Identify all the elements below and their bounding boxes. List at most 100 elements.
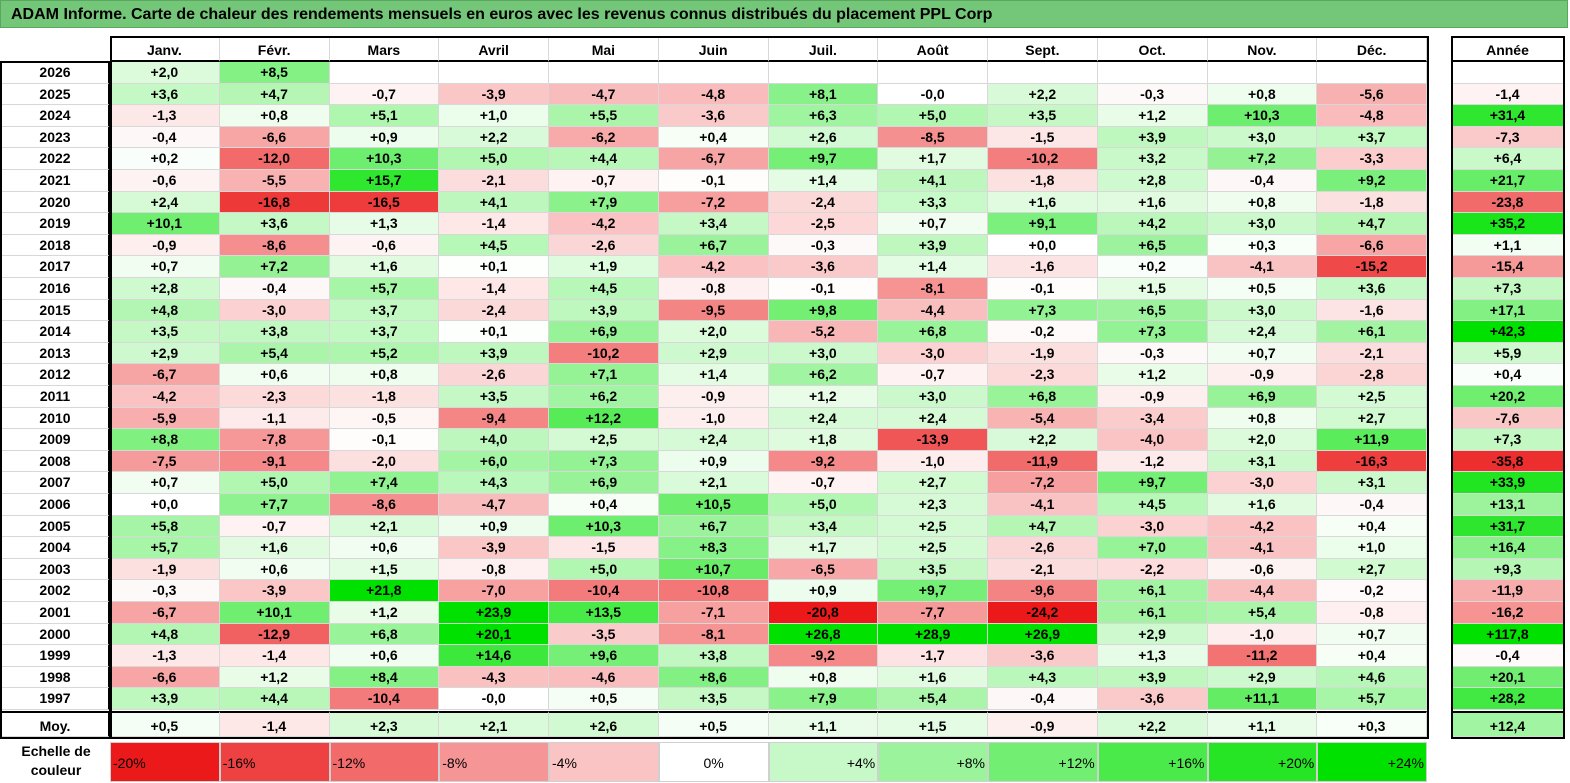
heatmap-cell: -3,0 [878,342,988,365]
heatmap-cell: -0,8 [658,278,769,300]
heatmap-cell: +2,4 [658,429,769,451]
heatmap-cell: +3,0 [878,386,988,408]
heatmap-cell: +2,5 [549,429,659,451]
average-cell: +0,5 [110,711,220,737]
heatmap-cell: +0,6 [219,364,330,386]
annual-cell: +28,2 [1452,688,1564,710]
heatmap-cell: +10,1 [219,602,330,624]
heatmap-cell: +0,6 [219,558,330,581]
heatmap-cell: -5,5 [219,170,330,192]
heatmap-cell: +5,0 [768,494,879,516]
heatmap-cell: +7,2 [1207,148,1318,170]
heatmap-cell: +2,5 [1317,386,1427,408]
heatmap-cell: +1,3 [1097,645,1208,667]
heatmap-cell: -24,2 [988,602,1098,624]
heatmap-cell: +2,2 [988,429,1098,451]
month-header: Févr. [219,38,330,62]
heatmap-cell: +6,1 [1317,321,1427,343]
annual-cell: -7,6 [1452,407,1564,430]
heatmap-cell: +5,4 [219,342,330,365]
heatmap-cell: +4,5 [1097,494,1208,516]
heatmap-cell: +3,4 [658,213,769,235]
heatmap-cell: +3,7 [329,321,440,343]
heatmap-cell: -0,4 [1317,494,1427,516]
heatmap-cell: -0,3 [768,234,879,257]
average-cell: -1,4 [219,711,330,737]
heatmap-cell: -3,0 [1097,515,1208,538]
row-year-label: 2013 [2,342,110,365]
average-cell: +1,1 [768,711,879,737]
heatmap-cell: -0,1 [988,278,1098,300]
color-scale-stop: -16% [219,742,330,782]
heatmap-cell: -1,4 [219,645,330,667]
heatmap-cell: +0,7 [110,256,220,278]
heatmap-cell: +2,7 [1317,558,1427,581]
heatmap-cell: +1,9 [549,256,659,278]
heatmap-cell: -13,9 [878,429,988,451]
heatmap-cell: -2,5 [768,213,879,235]
heatmap-cell: -4,8 [658,83,769,106]
heatmap-cell: +2,5 [878,515,988,538]
heatmap-cell: -4,7 [549,83,659,106]
month-header: Nov. [1207,38,1318,62]
heatmap-cell: +2,9 [1207,666,1318,689]
heatmap-cell: +6,1 [1097,580,1208,602]
heatmap-cell: -2,0 [329,450,440,473]
heatmap-cell: -0,1 [658,170,769,192]
heatmap-cell: +4,5 [439,234,549,257]
heatmap-cell [1207,62,1318,84]
heatmap-cell [549,62,659,84]
heatmap-cell: +11,1 [1207,688,1318,710]
heatmap-cell: +0,5 [1207,278,1318,300]
heatmap-cell: +0,9 [439,515,549,538]
annual-cell: -11,9 [1452,580,1564,602]
heatmap-cell: +2,8 [110,278,220,300]
heatmap-cell: +5,5 [549,105,659,127]
heatmap-cell: +8,6 [658,666,769,689]
heatmap-cell: -3,4 [1097,407,1208,430]
heatmap-cell: +10,3 [549,515,659,538]
annual-cell: -15,4 [1452,256,1564,278]
heatmap-cell: +1,4 [768,170,879,192]
heatmap-cell: +4,0 [439,429,549,451]
heatmap-cell: +1,4 [878,256,988,278]
heatmap-cell: +1,0 [439,105,549,127]
heatmap-cell: -9,1 [219,450,330,473]
heatmap-cell: +0,4 [658,126,769,149]
heatmap-cell: +3,1 [1207,450,1318,473]
heatmap-cell: +7,9 [549,191,659,214]
heatmap-cell: -5,9 [110,407,220,430]
color-scale-stop: +12% [988,742,1098,782]
heatmap-cell: +1,6 [878,666,988,689]
heatmap-cell: +2,6 [768,126,879,149]
heatmap-cell: -0,3 [1097,342,1208,365]
annual-cell: +0,4 [1452,364,1564,386]
heatmap-cell: -8,6 [329,494,440,516]
average-cell: +2,3 [329,711,440,737]
heatmap-cell: +6,7 [658,234,769,257]
heatmap-cell: +26,8 [768,623,879,646]
heatmap-cell: +3,0 [768,342,879,365]
average-cell: +1,5 [878,711,988,737]
heatmap-cell: +4,4 [549,148,659,170]
heatmap-cell: -4,1 [988,494,1098,516]
heatmap-cell: -16,8 [219,191,330,214]
heatmap-cell: +7,3 [988,299,1098,322]
heatmap-cell: +10,5 [658,494,769,516]
heatmap-cell: +4,1 [439,191,549,214]
heatmap-cell: -3,6 [658,105,769,127]
heatmap-cell: +5,4 [1207,602,1318,624]
heatmap-cell: +0,8 [1207,407,1318,430]
heatmap-cell: +4,8 [110,623,220,646]
heatmap-cell: -6,7 [110,602,220,624]
heatmap-cell: -1,3 [110,645,220,667]
heatmap-cell: +6,8 [988,386,1098,408]
heatmap-cell: +1,6 [329,256,440,278]
heatmap-cell: +5,0 [439,148,549,170]
heatmap-cell: -9,2 [768,450,879,473]
heatmap-cell: -1,6 [988,256,1098,278]
heatmap-cell: -2,1 [1317,342,1427,365]
average-cell: -0,9 [988,711,1098,737]
heatmap-cell: +2,0 [110,62,220,84]
heatmap-cell: +3,0 [1207,126,1318,149]
